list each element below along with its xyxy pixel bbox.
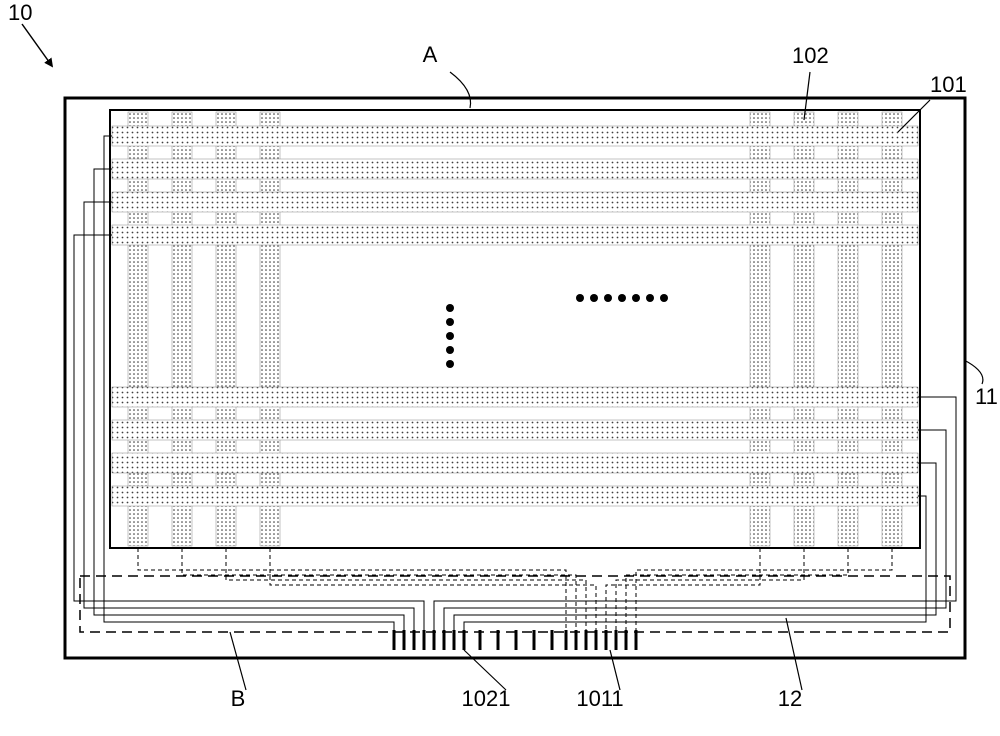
horizontal-electrode [112, 192, 918, 212]
v-trace [270, 548, 596, 630]
v-trace [182, 548, 576, 630]
leader-line [464, 650, 506, 690]
ellipsis-dot [660, 294, 668, 302]
ellipsis-dot [632, 294, 640, 302]
ellipsis-dot [646, 294, 654, 302]
ellipsis-dot [590, 294, 598, 302]
svg-text:1011: 1011 [576, 686, 623, 711]
v-trace [226, 548, 586, 630]
ellipsis-dot [446, 318, 454, 326]
ellipsis-dot [446, 304, 454, 312]
svg-text:12: 12 [778, 686, 802, 711]
horizontal-electrode [112, 420, 918, 440]
horizontal-electrode [112, 225, 918, 245]
arrow-10 [22, 24, 52, 66]
leader-line [450, 72, 471, 108]
leader-line [786, 618, 802, 690]
horizontal-electrode [112, 387, 918, 407]
leader-line [230, 632, 246, 690]
leader-line [610, 650, 620, 690]
ellipsis-dot [618, 294, 626, 302]
ellipsis-dot [446, 332, 454, 340]
v-trace [138, 548, 566, 630]
svg-text:A: A [423, 42, 438, 67]
svg-text:102: 102 [792, 43, 829, 68]
bonding-region [80, 576, 950, 632]
v-trace [626, 548, 848, 630]
ellipsis-dot [446, 346, 454, 354]
leader-line [964, 360, 983, 384]
svg-text:11: 11 [975, 384, 998, 409]
horizontal-electrode [112, 126, 918, 146]
horizontal-electrode [112, 159, 918, 179]
v-trace [616, 548, 804, 630]
ellipsis-dot [576, 294, 584, 302]
svg-text:1021: 1021 [462, 686, 511, 711]
svg-text:10: 10 [8, 0, 32, 25]
v-trace [636, 548, 892, 630]
svg-text:B: B [231, 686, 246, 711]
ellipsis-dot [446, 360, 454, 368]
outer-substrate [65, 98, 965, 658]
v-trace [606, 548, 760, 630]
horizontal-electrode [112, 486, 918, 506]
svg-text:101: 101 [930, 72, 967, 97]
ellipsis-dot [604, 294, 612, 302]
horizontal-electrode [112, 453, 918, 473]
